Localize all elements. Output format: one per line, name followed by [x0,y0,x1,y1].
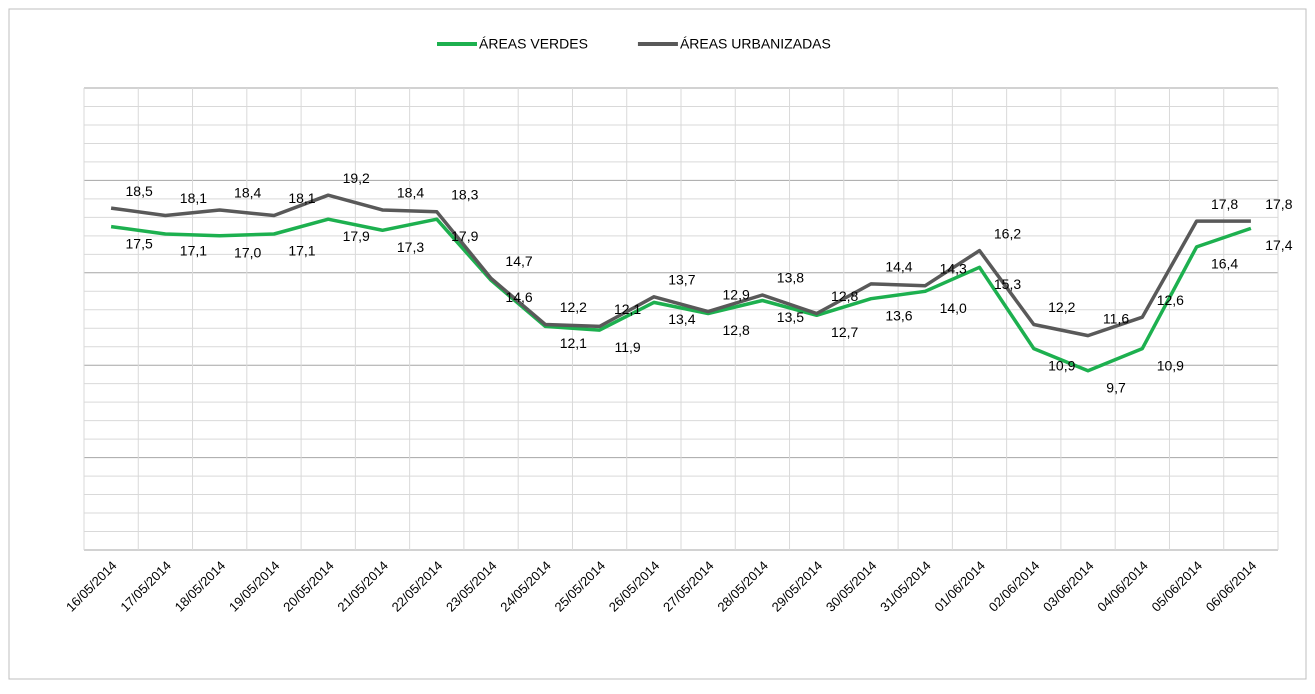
data-label: 12,9 [723,286,750,302]
data-label: 17,1 [288,243,315,259]
data-label: 17,5 [126,235,153,251]
data-label: 17,8 [1211,196,1238,212]
data-label: 17,9 [451,228,478,244]
data-label: 18,4 [397,185,424,201]
data-label: 16,2 [994,225,1021,241]
data-label: 18,3 [451,187,478,203]
data-label: 17,3 [397,239,424,255]
data-label: 17,9 [343,228,370,244]
data-label: 12,7 [831,324,858,340]
data-label: 13,8 [777,270,804,286]
legend-label: ÁREAS VERDES [479,36,588,52]
data-label: 13,7 [668,272,695,288]
data-label: 10,9 [1048,357,1075,373]
data-label: 13,6 [885,307,912,323]
data-label: 13,4 [668,311,695,327]
data-label: 14,3 [940,260,967,276]
data-label: 12,1 [614,301,641,317]
legend-label: ÁREAS URBANIZADAS [680,36,831,52]
data-label: 17,4 [1265,237,1292,253]
data-label: 18,4 [234,185,261,201]
data-label: 17,0 [234,245,261,261]
data-label: 19,2 [343,170,370,186]
data-label: 17,1 [180,243,207,259]
data-label: 14,6 [505,289,532,305]
series-line [110,193,1251,338]
data-label: 11,9 [614,339,640,355]
lines [110,193,1252,373]
data-label: 14,7 [505,253,532,269]
grid [83,87,1279,551]
data-label: 12,8 [831,288,858,304]
data-label: 12,1 [560,335,587,351]
data-label: 14,4 [885,259,912,275]
data-label: 12,2 [560,299,587,315]
data-label: 18,1 [288,190,315,206]
data-label: 18,1 [180,190,207,206]
data-label: 12,2 [1048,299,1075,315]
data-label: 15,3 [994,276,1021,292]
data-label: 11,6 [1103,310,1129,326]
data-label: 9,7 [1106,379,1126,395]
data-label: 14,0 [940,300,967,316]
data-label: 13,5 [777,309,804,325]
data-label: 16,4 [1211,256,1238,272]
series-line [110,217,1252,373]
legend: ÁREAS VERDES ÁREAS URBANIZADAS [437,36,831,52]
data-label: 17,8 [1265,196,1292,212]
chart-frame [8,8,1307,680]
data-label: 12,6 [1157,292,1184,308]
data-label: 18,5 [126,183,153,199]
data-label: 12,8 [723,322,750,338]
data-label: 10,9 [1157,357,1184,373]
